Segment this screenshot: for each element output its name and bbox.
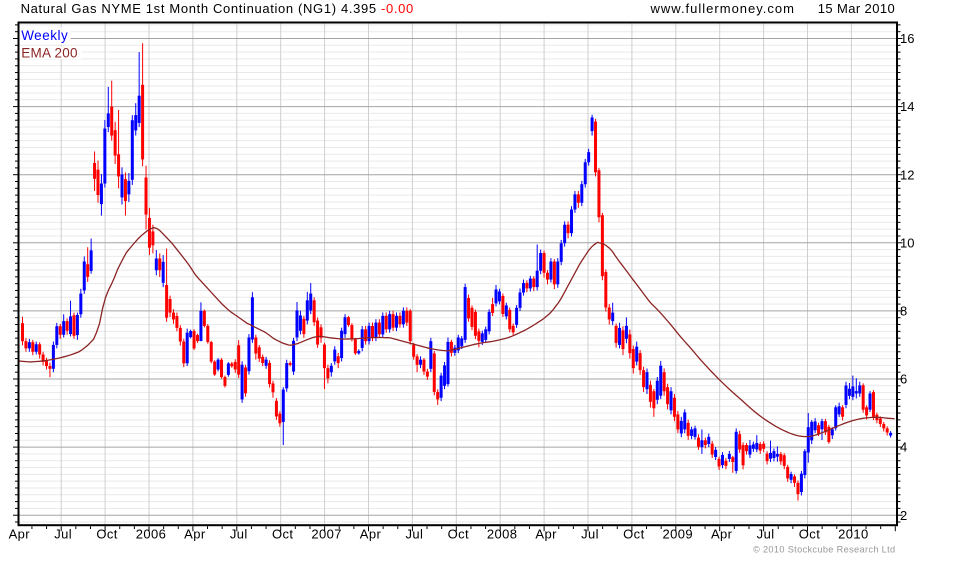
- svg-text:Oct: Oct: [96, 527, 117, 542]
- svg-text:2007: 2007: [311, 527, 342, 542]
- svg-text:8: 8: [900, 304, 907, 319]
- svg-text:Jul: Jul: [757, 527, 775, 542]
- svg-text:2010: 2010: [838, 527, 869, 542]
- svg-text:2008: 2008: [487, 527, 518, 542]
- svg-text:Oct: Oct: [448, 527, 469, 542]
- svg-text:Apr: Apr: [360, 527, 382, 542]
- svg-text:Jul: Jul: [230, 527, 248, 542]
- svg-text:Oct: Oct: [799, 527, 820, 542]
- svg-text:Jul: Jul: [54, 527, 72, 542]
- svg-text:16: 16: [900, 31, 914, 46]
- svg-text:Apr: Apr: [535, 527, 557, 542]
- svg-text:www.fullermoney.com: www.fullermoney.com: [650, 1, 795, 16]
- svg-text:6: 6: [900, 372, 907, 387]
- svg-text:Weekly: Weekly: [21, 28, 68, 43]
- svg-text:Apr: Apr: [184, 527, 206, 542]
- svg-text:Apr: Apr: [9, 527, 31, 542]
- svg-text:Jul: Jul: [581, 527, 599, 542]
- svg-text:12: 12: [900, 167, 914, 182]
- svg-text:2006: 2006: [136, 527, 167, 542]
- svg-text:14: 14: [900, 99, 914, 114]
- svg-text:2009: 2009: [663, 527, 694, 542]
- svg-text:4: 4: [900, 440, 907, 455]
- svg-text:10: 10: [900, 235, 914, 250]
- svg-text:Oct: Oct: [272, 527, 293, 542]
- svg-text:2: 2: [900, 508, 907, 523]
- svg-text:Jul: Jul: [405, 527, 423, 542]
- svg-text:© 2010 Stockcube Research Ltd: © 2010 Stockcube Research Ltd: [753, 544, 896, 554]
- svg-text:15 Mar 2010: 15 Mar 2010: [818, 1, 895, 16]
- svg-text:Apr: Apr: [711, 527, 733, 542]
- svg-text:Oct: Oct: [623, 527, 644, 542]
- svg-text:Natural Gas NYME 1st Month Con: Natural Gas NYME 1st Month Continuation …: [21, 1, 414, 16]
- svg-text:EMA 200: EMA 200: [21, 45, 78, 60]
